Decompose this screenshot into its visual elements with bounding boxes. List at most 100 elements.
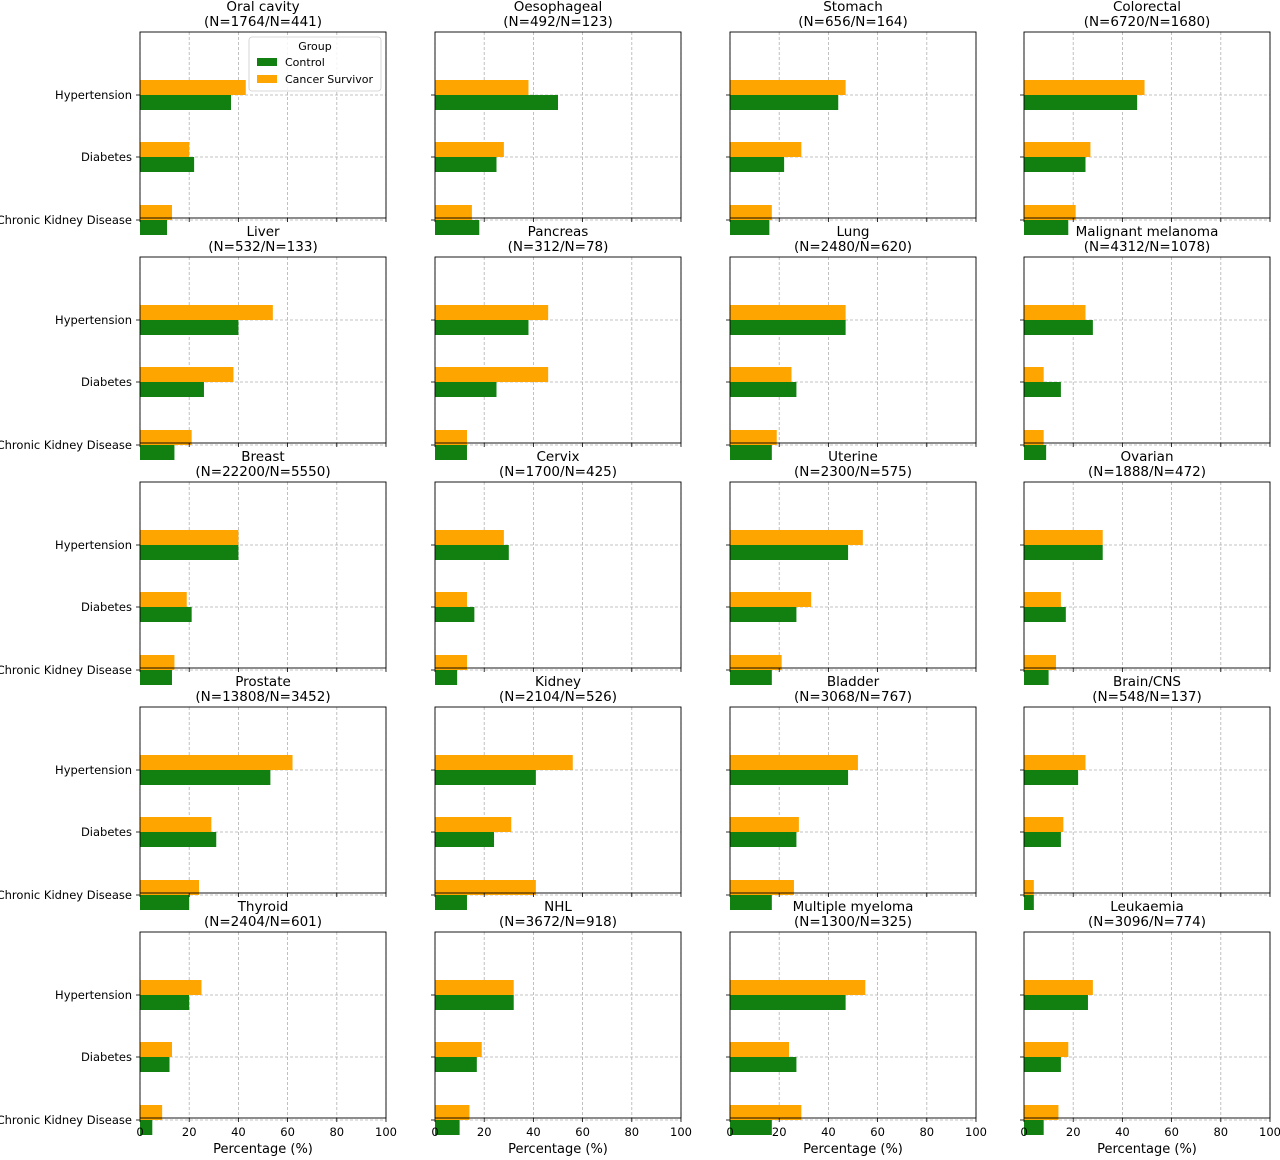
bar-control bbox=[435, 445, 467, 460]
panel-subtitle: (N=1888/N=472) bbox=[1088, 464, 1206, 480]
x-tick-label: 0 bbox=[136, 1125, 143, 1139]
bar-control bbox=[730, 157, 785, 172]
bar-cancer-survivor bbox=[140, 1042, 172, 1057]
plot-frame bbox=[1023, 31, 1271, 219]
y-tick-label: Hypertension bbox=[55, 313, 132, 327]
bar-cancer-survivor bbox=[435, 430, 467, 445]
bar-control bbox=[435, 157, 497, 172]
panel-title: Stomach bbox=[823, 0, 883, 15]
bar-cancer-survivor bbox=[1024, 305, 1086, 320]
bar-cancer-survivor bbox=[140, 755, 293, 770]
legend-entry: Control bbox=[285, 56, 325, 69]
bar-cancer-survivor bbox=[1024, 880, 1034, 895]
y-tick-label: Hypertension bbox=[55, 88, 132, 102]
legend-swatch bbox=[257, 58, 277, 66]
bar-cancer-survivor bbox=[1024, 430, 1044, 445]
panel-title: Thyroid bbox=[237, 899, 289, 915]
panel-subtitle: (N=22200/N=5550) bbox=[195, 464, 330, 480]
bar-control bbox=[140, 832, 217, 847]
bar-control bbox=[1024, 445, 1047, 460]
plot-area bbox=[435, 932, 681, 1118]
bar-control bbox=[435, 770, 536, 785]
x-tick-label: 100 bbox=[375, 1125, 397, 1139]
bar-cancer-survivor bbox=[730, 305, 846, 320]
bar-cancer-survivor bbox=[1024, 592, 1061, 607]
panel-subtitle: (N=3672/N=918) bbox=[499, 914, 617, 930]
plot-area bbox=[1024, 482, 1270, 668]
x-axis-label: Percentage (%) bbox=[213, 1142, 313, 1156]
bar-cancer-survivor bbox=[730, 205, 772, 220]
panel-colorectal: Colorectal(N=6720/N=1680) bbox=[1020, 0, 1271, 235]
y-tick-label: Diabetes bbox=[81, 825, 132, 839]
plot-frame bbox=[434, 481, 682, 669]
panel-brain-cns: Brain/CNS(N=548/N=137) bbox=[1020, 674, 1271, 910]
x-tick-label: 60 bbox=[1164, 1125, 1179, 1139]
bar-control bbox=[1024, 832, 1061, 847]
bar-control bbox=[1024, 770, 1079, 785]
bar-cancer-survivor bbox=[730, 1105, 802, 1120]
bar-control bbox=[140, 545, 239, 560]
bar-control bbox=[435, 995, 514, 1010]
bar-cancer-survivor bbox=[1024, 205, 1076, 220]
bar-control bbox=[1024, 670, 1049, 685]
panel-subtitle: (N=4312/N=1078) bbox=[1084, 239, 1211, 255]
bar-control bbox=[730, 445, 772, 460]
bar-control bbox=[730, 670, 772, 685]
bar-control bbox=[140, 445, 175, 460]
bar-cancer-survivor bbox=[435, 1042, 482, 1057]
x-tick-label: 60 bbox=[870, 1125, 885, 1139]
x-tick-label: 60 bbox=[280, 1125, 295, 1139]
bar-control bbox=[435, 382, 497, 397]
bar-control bbox=[435, 832, 495, 847]
bar-control bbox=[1024, 995, 1088, 1010]
panel-title: Uterine bbox=[828, 449, 878, 465]
x-tick-label: 20 bbox=[1066, 1125, 1081, 1139]
bar-control bbox=[730, 895, 772, 910]
panel-subtitle: (N=1300/N=325) bbox=[794, 914, 912, 930]
plot-frame bbox=[139, 256, 387, 444]
plot-area bbox=[730, 932, 976, 1118]
bar-control bbox=[435, 220, 480, 235]
panel-title: Brain/CNS bbox=[1113, 674, 1181, 690]
plot-frame bbox=[139, 481, 387, 669]
panel-cervix: Cervix(N=1700/N=425) bbox=[431, 449, 682, 685]
bar-control bbox=[1024, 95, 1138, 110]
panel-subtitle: (N=6720/N=1680) bbox=[1084, 14, 1211, 30]
bar-control bbox=[435, 895, 467, 910]
panel-oral-cavity: Oral cavity(N=1764/N=441) Hypertension Dia… bbox=[0, 0, 387, 235]
x-axis-label: Percentage (%) bbox=[508, 1142, 608, 1156]
bar-cancer-survivor bbox=[1024, 530, 1103, 545]
bar-cancer-survivor bbox=[730, 880, 794, 895]
x-tick-label: 0 bbox=[1020, 1125, 1027, 1139]
legend-box bbox=[248, 36, 382, 92]
bar-cancer-survivor bbox=[140, 430, 192, 445]
bar-control bbox=[1024, 157, 1086, 172]
bar-control bbox=[730, 770, 849, 785]
y-tick-label: Hypertension bbox=[55, 988, 132, 1002]
x-tick-label: 20 bbox=[772, 1125, 787, 1139]
plot-frame bbox=[434, 256, 682, 444]
y-tick-label: Chronic Kidney Disease bbox=[0, 1113, 132, 1127]
legend-title: Group bbox=[298, 40, 332, 53]
bar-cancer-survivor bbox=[435, 305, 549, 320]
bar-cancer-survivor bbox=[140, 880, 200, 895]
bar-control bbox=[435, 670, 458, 685]
bar-control bbox=[1024, 895, 1034, 910]
bar-control bbox=[140, 895, 190, 910]
bar-cancer-survivor bbox=[435, 80, 529, 95]
bar-cancer-survivor bbox=[730, 755, 858, 770]
plot-area bbox=[140, 482, 386, 668]
plot-area bbox=[1024, 32, 1270, 218]
bar-cancer-survivor bbox=[730, 817, 799, 832]
y-tick-label: Hypertension bbox=[55, 763, 132, 777]
panel-title: Colorectal bbox=[1113, 0, 1181, 15]
plot-frame bbox=[1023, 481, 1271, 669]
bar-control bbox=[730, 607, 797, 622]
panel-subtitle: (N=2404/N=601) bbox=[204, 914, 322, 930]
plot-frame bbox=[434, 931, 682, 1119]
bar-cancer-survivor bbox=[435, 817, 512, 832]
bar-cancer-survivor bbox=[140, 305, 273, 320]
bar-cancer-survivor bbox=[435, 530, 504, 545]
bar-cancer-survivor bbox=[140, 592, 187, 607]
